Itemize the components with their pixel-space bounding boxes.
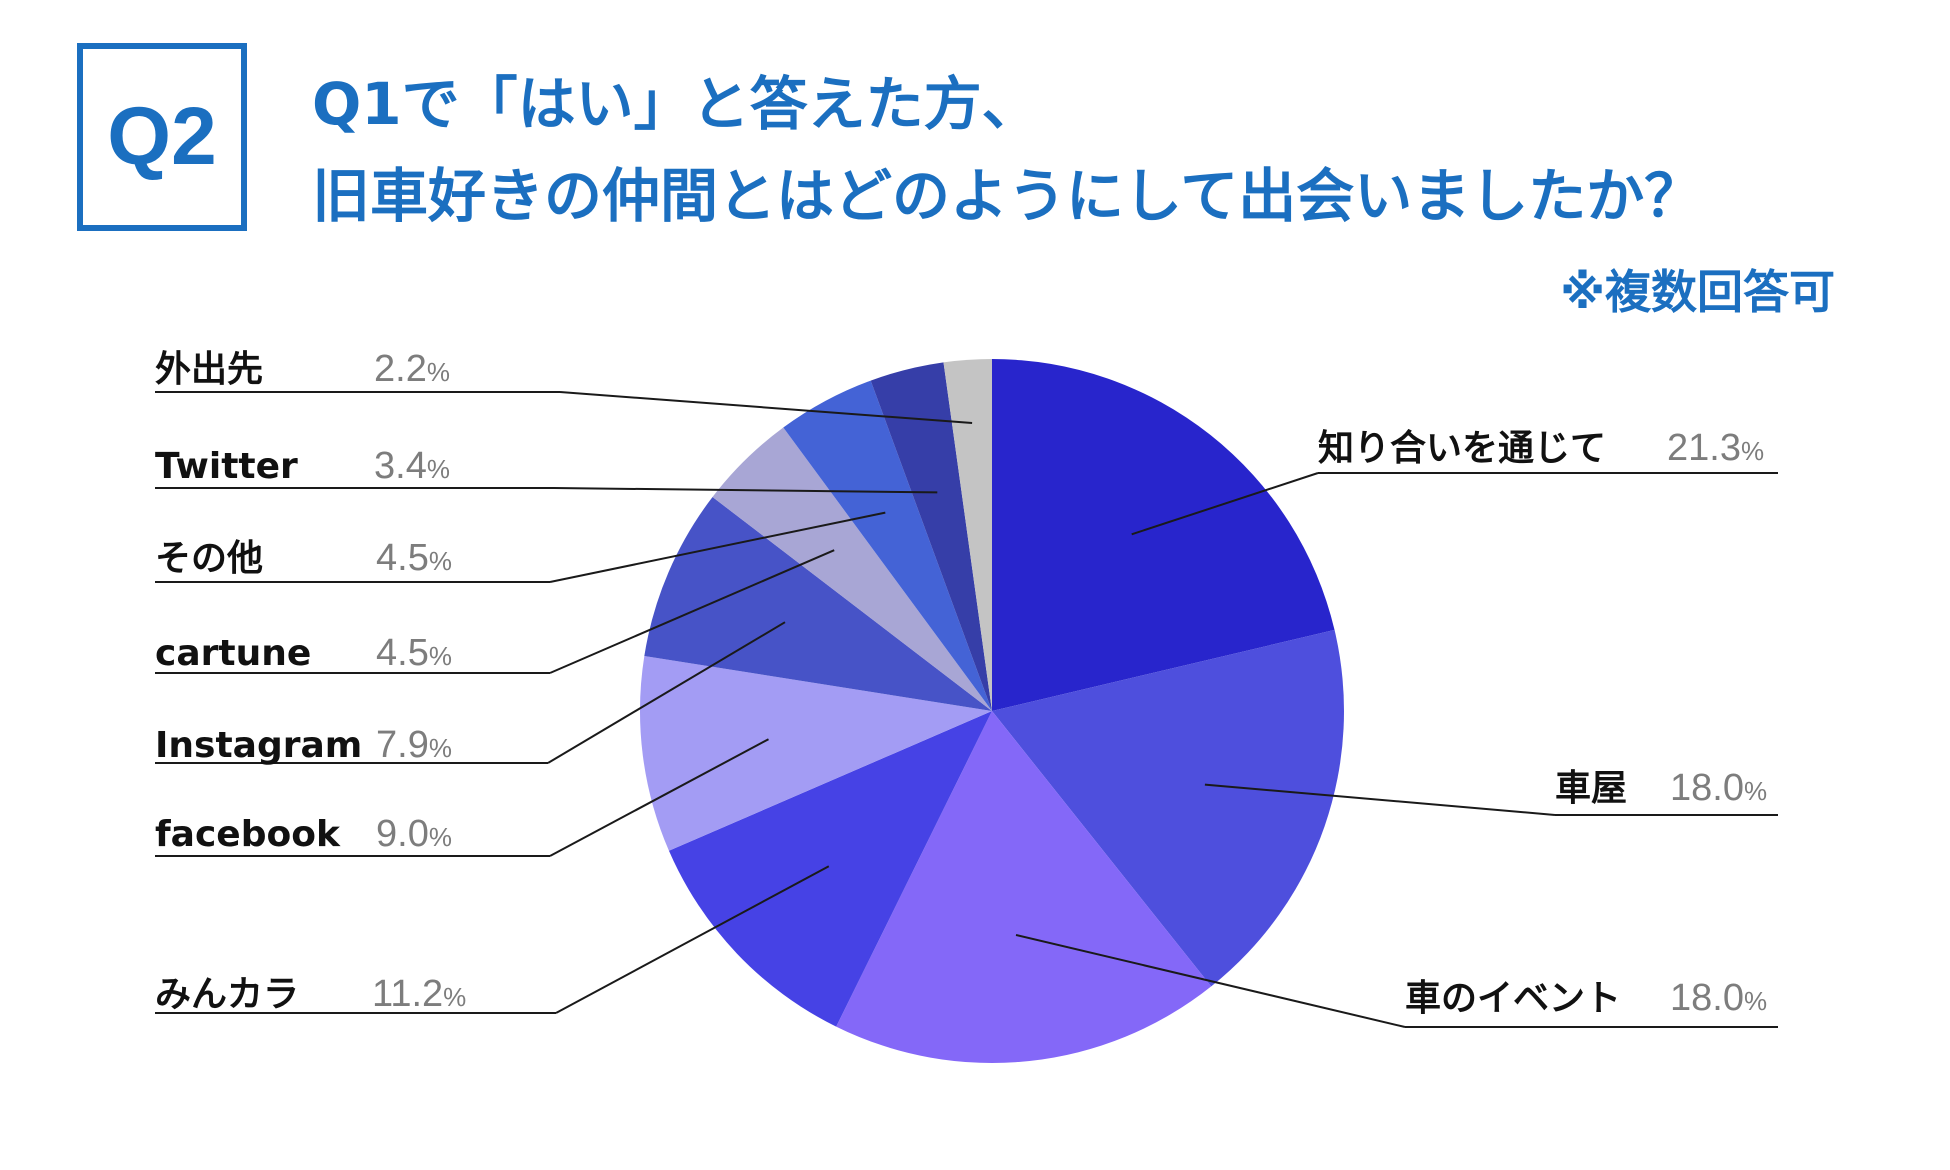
slice-value-unit: % (429, 546, 452, 576)
slice-label: 知り合いを通じて (1318, 428, 1606, 469)
title-line-1: Q1で「はい」と答えた方、 (312, 70, 1040, 138)
slice-value-unit: % (429, 822, 452, 852)
slice-label: Twitter (155, 446, 298, 487)
slice-value: 9.0% (376, 813, 452, 855)
leader-line (549, 511, 886, 583)
pie-slice (668, 711, 992, 1027)
pie-slice (870, 362, 992, 711)
slice-value-unit: % (427, 454, 450, 484)
pie-slice (943, 359, 992, 711)
leader-line (1204, 783, 1556, 816)
slice-value-unit: % (429, 641, 452, 671)
slice-value-unit: % (1741, 436, 1764, 466)
pie-slice (992, 359, 1335, 711)
slice-value: 7.9% (376, 724, 452, 766)
slice-label: 外出先 (155, 349, 263, 390)
slice-value: 4.5% (376, 632, 452, 674)
slice-value: 3.4% (374, 445, 450, 487)
slice-label: cartune (155, 633, 311, 674)
leader-line (1131, 472, 1319, 536)
slice-label: 車のイベント (1405, 978, 1621, 1019)
slice-value: 4.5% (376, 537, 452, 579)
pie-slice (992, 629, 1344, 987)
multiple-answer-note: ※複数回答可 (1560, 265, 1835, 319)
slice-value-unit: % (1744, 776, 1767, 806)
leader-line (559, 391, 973, 424)
slice-value: 21.3% (1667, 427, 1764, 469)
pie-slice (644, 497, 992, 711)
slice-value: 2.2% (374, 348, 450, 390)
pie-slice (712, 427, 992, 711)
pie-slice (639, 655, 992, 851)
pie-slice (783, 380, 992, 711)
leader-lines (155, 391, 1778, 1028)
slice-label: Instagram (155, 725, 362, 766)
leader-line (555, 865, 830, 1014)
slice-value-unit: % (427, 357, 450, 387)
leader-line (549, 738, 769, 857)
slice-label: その他 (155, 538, 263, 579)
leader-line (553, 487, 938, 494)
slice-value-unit: % (429, 733, 452, 763)
leader-line (549, 549, 835, 674)
leader-line (1015, 934, 1406, 1028)
slice-label: 車屋 (1555, 768, 1627, 809)
leader-line (547, 621, 786, 764)
question-badge: Q2 (77, 43, 247, 231)
slice-value-unit: % (443, 982, 466, 1012)
slice-label: facebook (155, 814, 341, 855)
title-line-2: 旧車好きの仲間とはどのようにして出会いましたか？ (312, 162, 1703, 230)
page-title: Q1で「はい」と答えた方、 旧車好きの仲間とはどのようにして出会いましたか？ (312, 58, 1702, 242)
slice-value: 11.2% (372, 973, 466, 1015)
pie-slices (639, 359, 1344, 1064)
slice-value-unit: % (1744, 986, 1767, 1016)
slice-value: 18.0% (1670, 767, 1767, 809)
pie-slice (836, 711, 1212, 1064)
slice-label: みんカラ (155, 974, 299, 1015)
slice-value: 18.0% (1670, 977, 1767, 1019)
